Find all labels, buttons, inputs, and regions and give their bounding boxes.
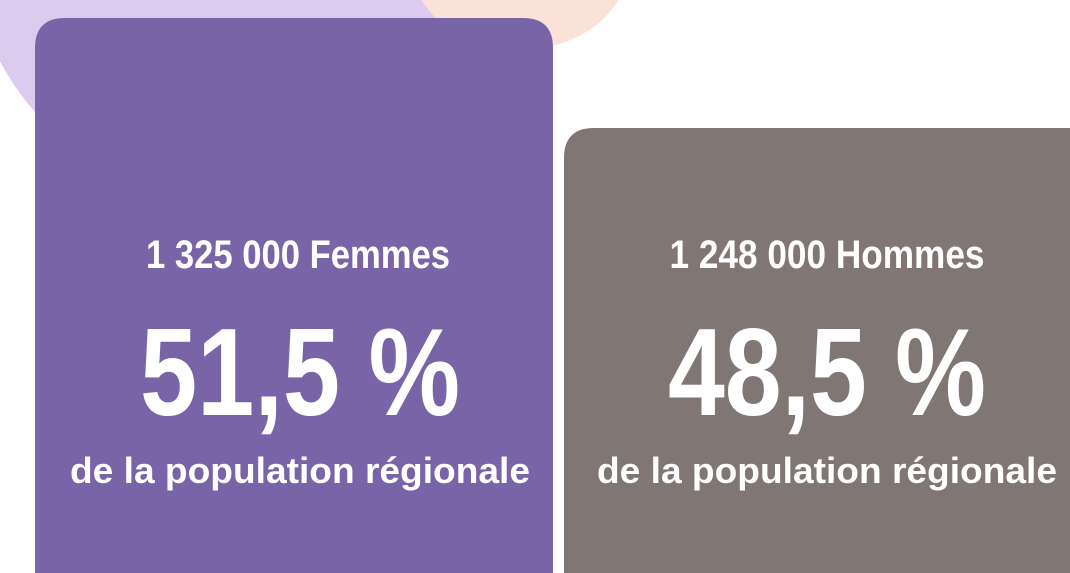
card-women: 1 325 000 Femmes 51,5 % de la population… [35, 18, 553, 573]
card-background [35, 18, 553, 573]
card-men: 1 248 000 Hommes 48,5 % de la population… [564, 128, 1070, 573]
card-count: 1 325 000 Femmes [146, 233, 450, 277]
card-count: 1 248 000 Hommes [670, 233, 985, 277]
card-background [564, 128, 1070, 573]
card-caption: de la population régionale [70, 450, 530, 491]
card-percent: 51,5 % [140, 304, 460, 442]
card-caption: de la population régionale [597, 450, 1057, 491]
card-percent: 48,5 % [668, 304, 986, 442]
